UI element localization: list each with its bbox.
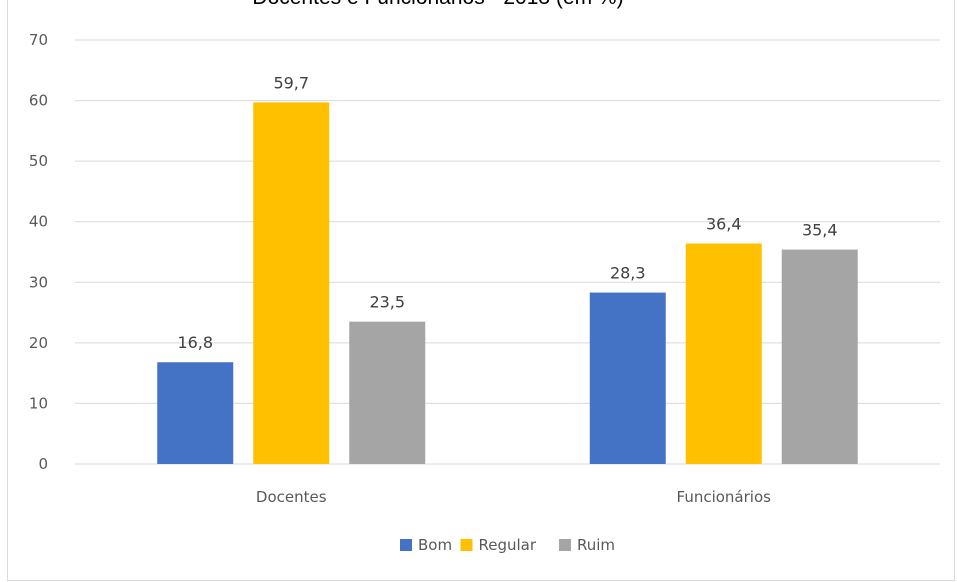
data-label: 59,7 xyxy=(273,73,309,92)
legend-label-regular: Regular xyxy=(479,536,537,554)
y-tick-label: 0 xyxy=(38,455,48,473)
x-category-label: Docentes xyxy=(256,488,327,506)
y-tick-label: 50 xyxy=(29,152,48,170)
x-category-label: Funcionários xyxy=(677,488,772,506)
bar-regular-funcionários xyxy=(685,243,762,464)
y-tick-label: 40 xyxy=(29,213,48,231)
legend-swatch-bom xyxy=(400,539,412,551)
y-tick-label: 20 xyxy=(29,334,48,352)
data-label: 16,8 xyxy=(177,333,213,352)
y-tick-label: 70 xyxy=(29,31,48,49)
bar-bom-docentes xyxy=(157,362,234,464)
data-label: 23,5 xyxy=(369,293,405,312)
bar-regular-docentes xyxy=(253,102,330,464)
bar-ruim-funcionários xyxy=(781,249,858,464)
legend-label-bom: Bom xyxy=(418,536,452,554)
bar-bom-funcionários xyxy=(589,292,666,464)
bar-ruim-docentes xyxy=(349,321,426,464)
chart-title: Docentes e Funcionários - 2013 (em %) xyxy=(8,0,868,10)
legend-swatch-ruim xyxy=(559,539,571,551)
y-tick-label: 10 xyxy=(29,394,48,412)
legend-label-ruim: Ruim xyxy=(577,536,615,554)
legend-swatch-regular xyxy=(460,539,473,551)
data-label: 35,4 xyxy=(802,221,838,240)
y-tick-label: 30 xyxy=(29,273,48,291)
data-label: 36,4 xyxy=(706,215,742,234)
data-label: 28,3 xyxy=(610,264,646,283)
y-tick-label: 60 xyxy=(29,92,48,110)
